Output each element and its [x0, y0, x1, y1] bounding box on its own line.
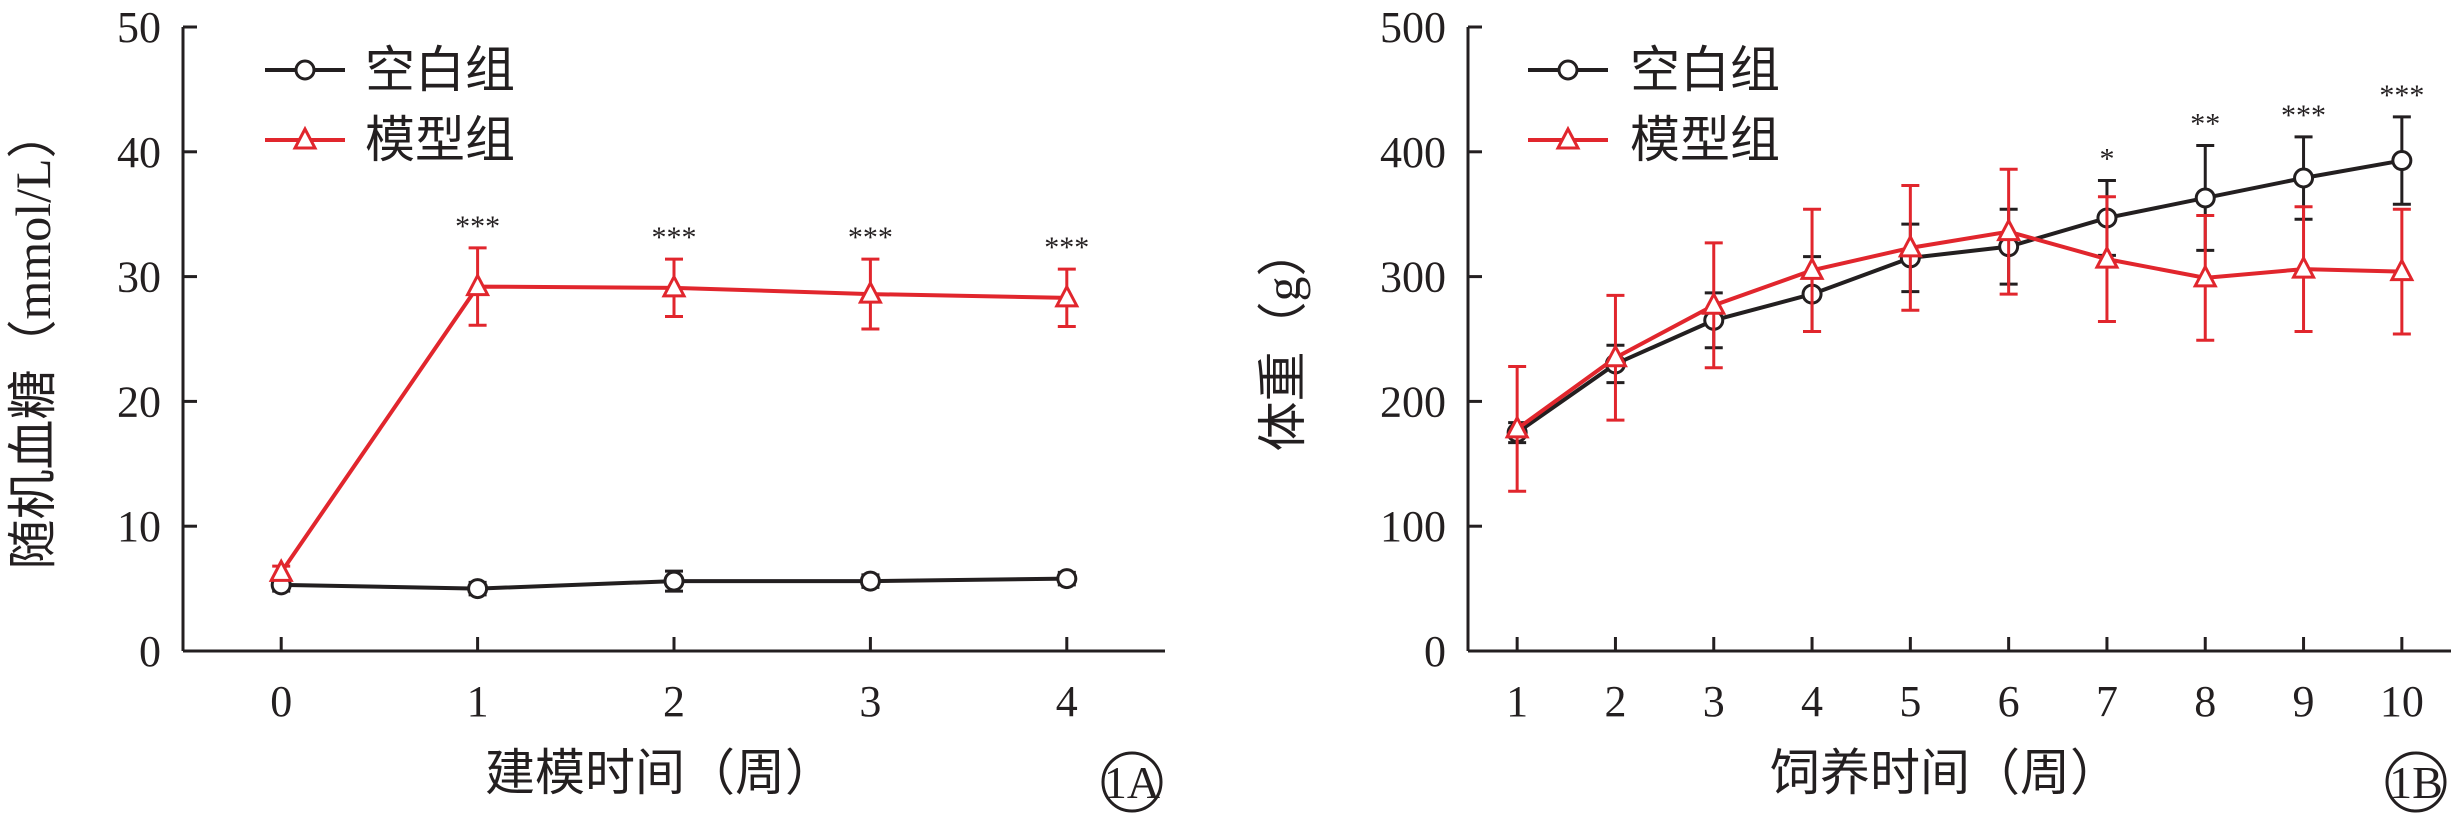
- x-tick-label: 7: [2096, 677, 2118, 726]
- y-tick-label: 10: [117, 502, 161, 551]
- panel-tag-circle: [2385, 751, 2447, 813]
- significance-label: ***: [1044, 231, 1089, 264]
- x-axis-title: 饲养时间（周）: [1770, 745, 2120, 801]
- x-tick-label: 4: [1056, 677, 1078, 726]
- significance-label: ***: [2281, 99, 2326, 132]
- legend-label: 模型组: [365, 112, 515, 168]
- data-point-circle: [1056, 568, 1078, 590]
- x-tick-label: 3: [1703, 677, 1725, 726]
- series-line: [1516, 158, 2403, 435]
- y-tick-label: 400: [1380, 128, 1446, 177]
- y-tick-label: 300: [1380, 253, 1446, 302]
- series-control: [270, 568, 1078, 600]
- y-tick-label: 40: [117, 128, 161, 177]
- data-point-triangle: [2094, 244, 2120, 269]
- y-tick-label: 500: [1380, 3, 1446, 52]
- x-tick-label: 9: [2293, 677, 2315, 726]
- legend-marker-triangle: [1555, 125, 1581, 150]
- legend-marker-circle: [1557, 59, 1579, 81]
- data-point-triangle: [1602, 343, 1628, 368]
- data-point-triangle: [1996, 217, 2022, 242]
- data-point-triangle: [1701, 291, 1727, 315]
- legend-label: 空白组: [1630, 42, 1780, 98]
- legend-label: 模型组: [1630, 112, 1780, 168]
- data-point-circle: [467, 578, 489, 600]
- x-tick-label: 2: [663, 677, 685, 726]
- panel-tag-label: 1B: [2389, 757, 2443, 808]
- data-point-triangle: [2389, 257, 2415, 282]
- x-tick-label: 4: [1801, 677, 1823, 726]
- significance-label: ***: [455, 210, 500, 243]
- x-tick-label: 0: [270, 677, 292, 726]
- y-tick-label: 30: [117, 253, 161, 302]
- series-line: [1515, 229, 2402, 431]
- series-model: [268, 246, 1080, 582]
- x-tick-label: 5: [1899, 677, 1921, 726]
- significance-label: *: [2099, 143, 2114, 176]
- panel-tag-circle: [1101, 751, 1163, 813]
- y-tick-label: 200: [1380, 377, 1446, 426]
- x-tick-label: 3: [859, 677, 881, 726]
- data-point-triangle: [1799, 256, 1825, 280]
- panel-1a: 0 10 20 30 40 50 0 1 2 3 4 建模时间（周） 随机血糖（mmol/L） 空白组模型…: [5, 3, 1165, 813]
- data-point-circle: [2293, 167, 2315, 189]
- y-axis-title: 体重（g）: [1255, 227, 1311, 452]
- data-point-triangle: [1504, 414, 1530, 439]
- y-tick-label: 20: [117, 377, 161, 426]
- data-point-triangle: [1897, 233, 1923, 258]
- data-point-triangle: [661, 273, 687, 298]
- y-tick-label: 100: [1380, 502, 1446, 551]
- data-point-circle: [859, 570, 881, 592]
- x-tick-label: 8: [2194, 677, 2216, 726]
- y-tick-label: 0: [139, 627, 161, 676]
- data-point-circle: [2194, 187, 2216, 209]
- x-tick-label: 1: [1506, 677, 1528, 726]
- y-tick-label: 0: [1424, 627, 1446, 676]
- significance-label: **: [2190, 108, 2220, 141]
- data-point-triangle: [2192, 263, 2218, 288]
- x-axis-title: 建模时间（周）: [485, 745, 835, 801]
- panel-1b: 0 100 200 300 400 500 1 2 3 4 5 6 7 8 9 10 饲养时间（周） 体重（g） 空…: [1255, 3, 2451, 813]
- significance-label: ***: [652, 221, 697, 254]
- y-axis-title: 随机血糖（mmol/L）: [5, 108, 61, 569]
- significance-label: ***: [2379, 79, 2424, 112]
- data-point-triangle: [465, 272, 491, 297]
- data-point-triangle: [2291, 254, 2317, 279]
- x-tick-label: 10: [2380, 677, 2424, 726]
- significance-label: ***: [848, 221, 893, 254]
- legend-marker-triangle: [292, 125, 318, 150]
- data-point-circle: [2391, 150, 2413, 172]
- panel-tag-label: 1A: [1104, 757, 1160, 808]
- data-point-triangle: [1054, 283, 1080, 308]
- data-point-triangle: [857, 279, 883, 304]
- data-point-circle: [663, 570, 685, 592]
- y-tick-label: 50: [117, 3, 161, 52]
- legend-label: 空白组: [365, 42, 515, 98]
- x-tick-label: 1: [467, 677, 489, 726]
- x-tick-label: 6: [1998, 677, 2020, 726]
- data-point-triangle: [268, 558, 294, 582]
- series-model: [1504, 167, 2415, 493]
- x-tick-label: 2: [1604, 677, 1626, 726]
- legend-marker-circle: [294, 59, 316, 81]
- series-line: [279, 284, 1067, 574]
